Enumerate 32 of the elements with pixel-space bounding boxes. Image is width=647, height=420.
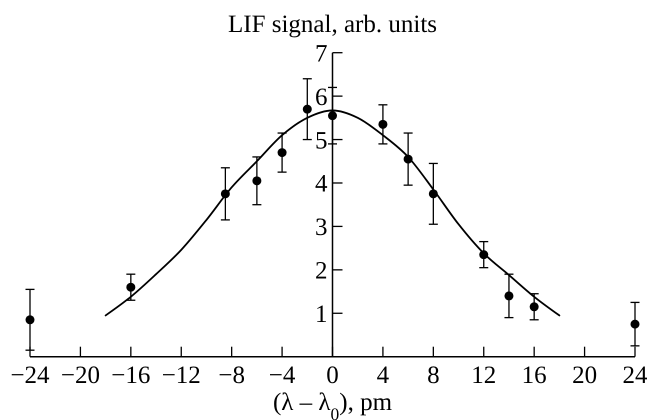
point [504, 291, 514, 300]
x-axis-title: (λ – λ$_{0}$), pm [272, 389, 393, 420]
y-tick-label: 1 [315, 301, 328, 328]
y-tick-label: 5 [315, 127, 328, 154]
x-tick-label: 24 [622, 362, 647, 389]
point [252, 176, 262, 186]
point [302, 104, 312, 114]
x-tick-label: 16 [522, 362, 547, 389]
x-tick-label: 12 [471, 362, 496, 389]
y-tick-label: 2 [315, 258, 328, 285]
point [26, 315, 34, 324]
x-tick-label: 8 [427, 362, 440, 389]
x-tick-label: 20 [572, 362, 598, 389]
x-tick-label: −20 [60, 362, 100, 389]
y-tick-label: 4 [315, 170, 328, 198]
point [278, 148, 287, 158]
x-tick-label: −8 [218, 362, 245, 389]
y-axis-title: LIF signal, arb. units [228, 11, 438, 38]
x-tick-label: −16 [111, 362, 150, 389]
point [378, 120, 388, 129]
point [328, 111, 337, 120]
y-tick-label: 3 [315, 214, 328, 242]
y-tick-label: 7 [315, 40, 328, 68]
point [630, 320, 640, 329]
point [530, 302, 539, 312]
y-tick-label: 6 [315, 84, 328, 111]
x-tick-label: 4 [376, 362, 390, 389]
x-tick-label: −4 [268, 362, 296, 389]
x-tick-label: 0 [326, 362, 339, 389]
x-tick-label: −12 [162, 362, 201, 389]
x-tick-label: −24 [10, 362, 50, 389]
point [126, 282, 136, 292]
